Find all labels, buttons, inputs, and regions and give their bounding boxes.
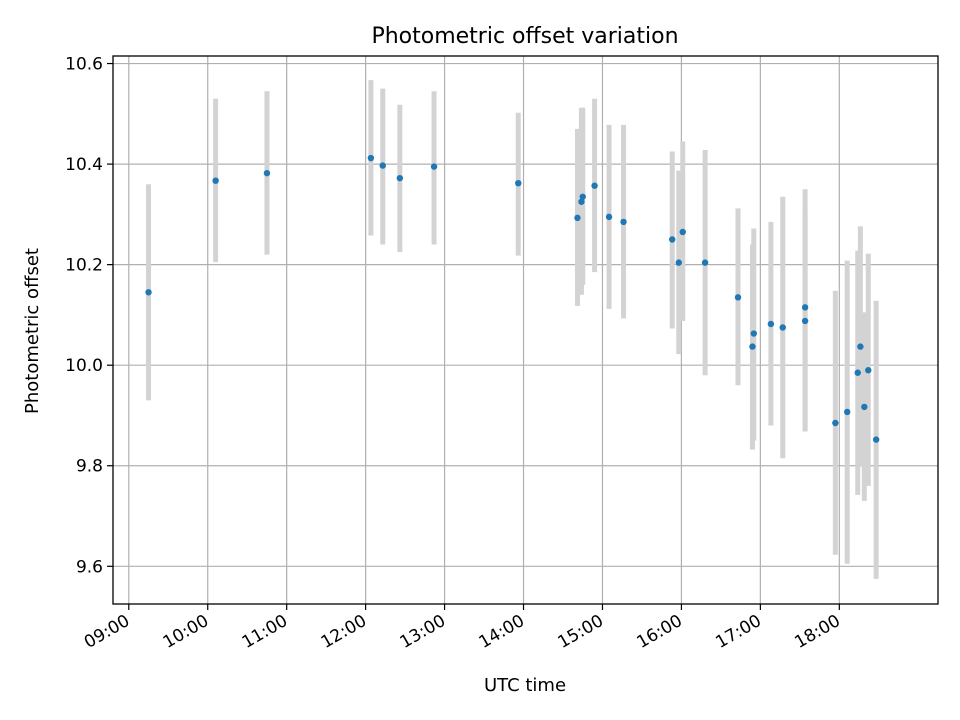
data-point [145,289,152,296]
data-point [844,408,851,416]
data-point [872,436,880,443]
data-point [832,419,839,427]
data-point [396,174,404,182]
data-point [801,317,809,325]
data-point [620,218,627,226]
y-axis-label: Photometric offset [22,248,43,414]
data-point [430,163,438,170]
data-point [675,259,682,266]
x-axis-label: UTC time [484,675,566,696]
data-point [212,177,219,184]
data-point [865,367,872,374]
data-point [367,154,375,162]
y-tick-label: 10.6 [65,55,103,75]
data-point [857,343,864,350]
data-point [579,193,586,200]
data-point [750,330,757,337]
data-point [669,236,676,243]
data-point [861,403,868,411]
y-tick-label: 10.4 [65,155,103,175]
data-point [854,369,861,376]
data-point [578,198,585,205]
data-point [734,294,742,301]
data-point [515,179,522,187]
y-tick-label: 9.6 [76,557,103,577]
axes-frame [112,55,939,605]
data-point [605,213,613,221]
data-point [574,214,581,222]
data-point [263,169,271,177]
y-tick-label: 10.2 [65,256,103,276]
chart-title: Photometric offset variation [371,24,678,49]
y-tick-label: 10.0 [65,356,103,376]
data-point [379,162,386,169]
data-point [591,182,598,189]
data-point [679,228,686,236]
data-point [749,343,756,350]
data-point [701,259,709,266]
data-point [779,324,786,331]
y-tick-label: 9.8 [76,457,103,477]
data-point [801,304,809,311]
data-point [767,320,775,328]
